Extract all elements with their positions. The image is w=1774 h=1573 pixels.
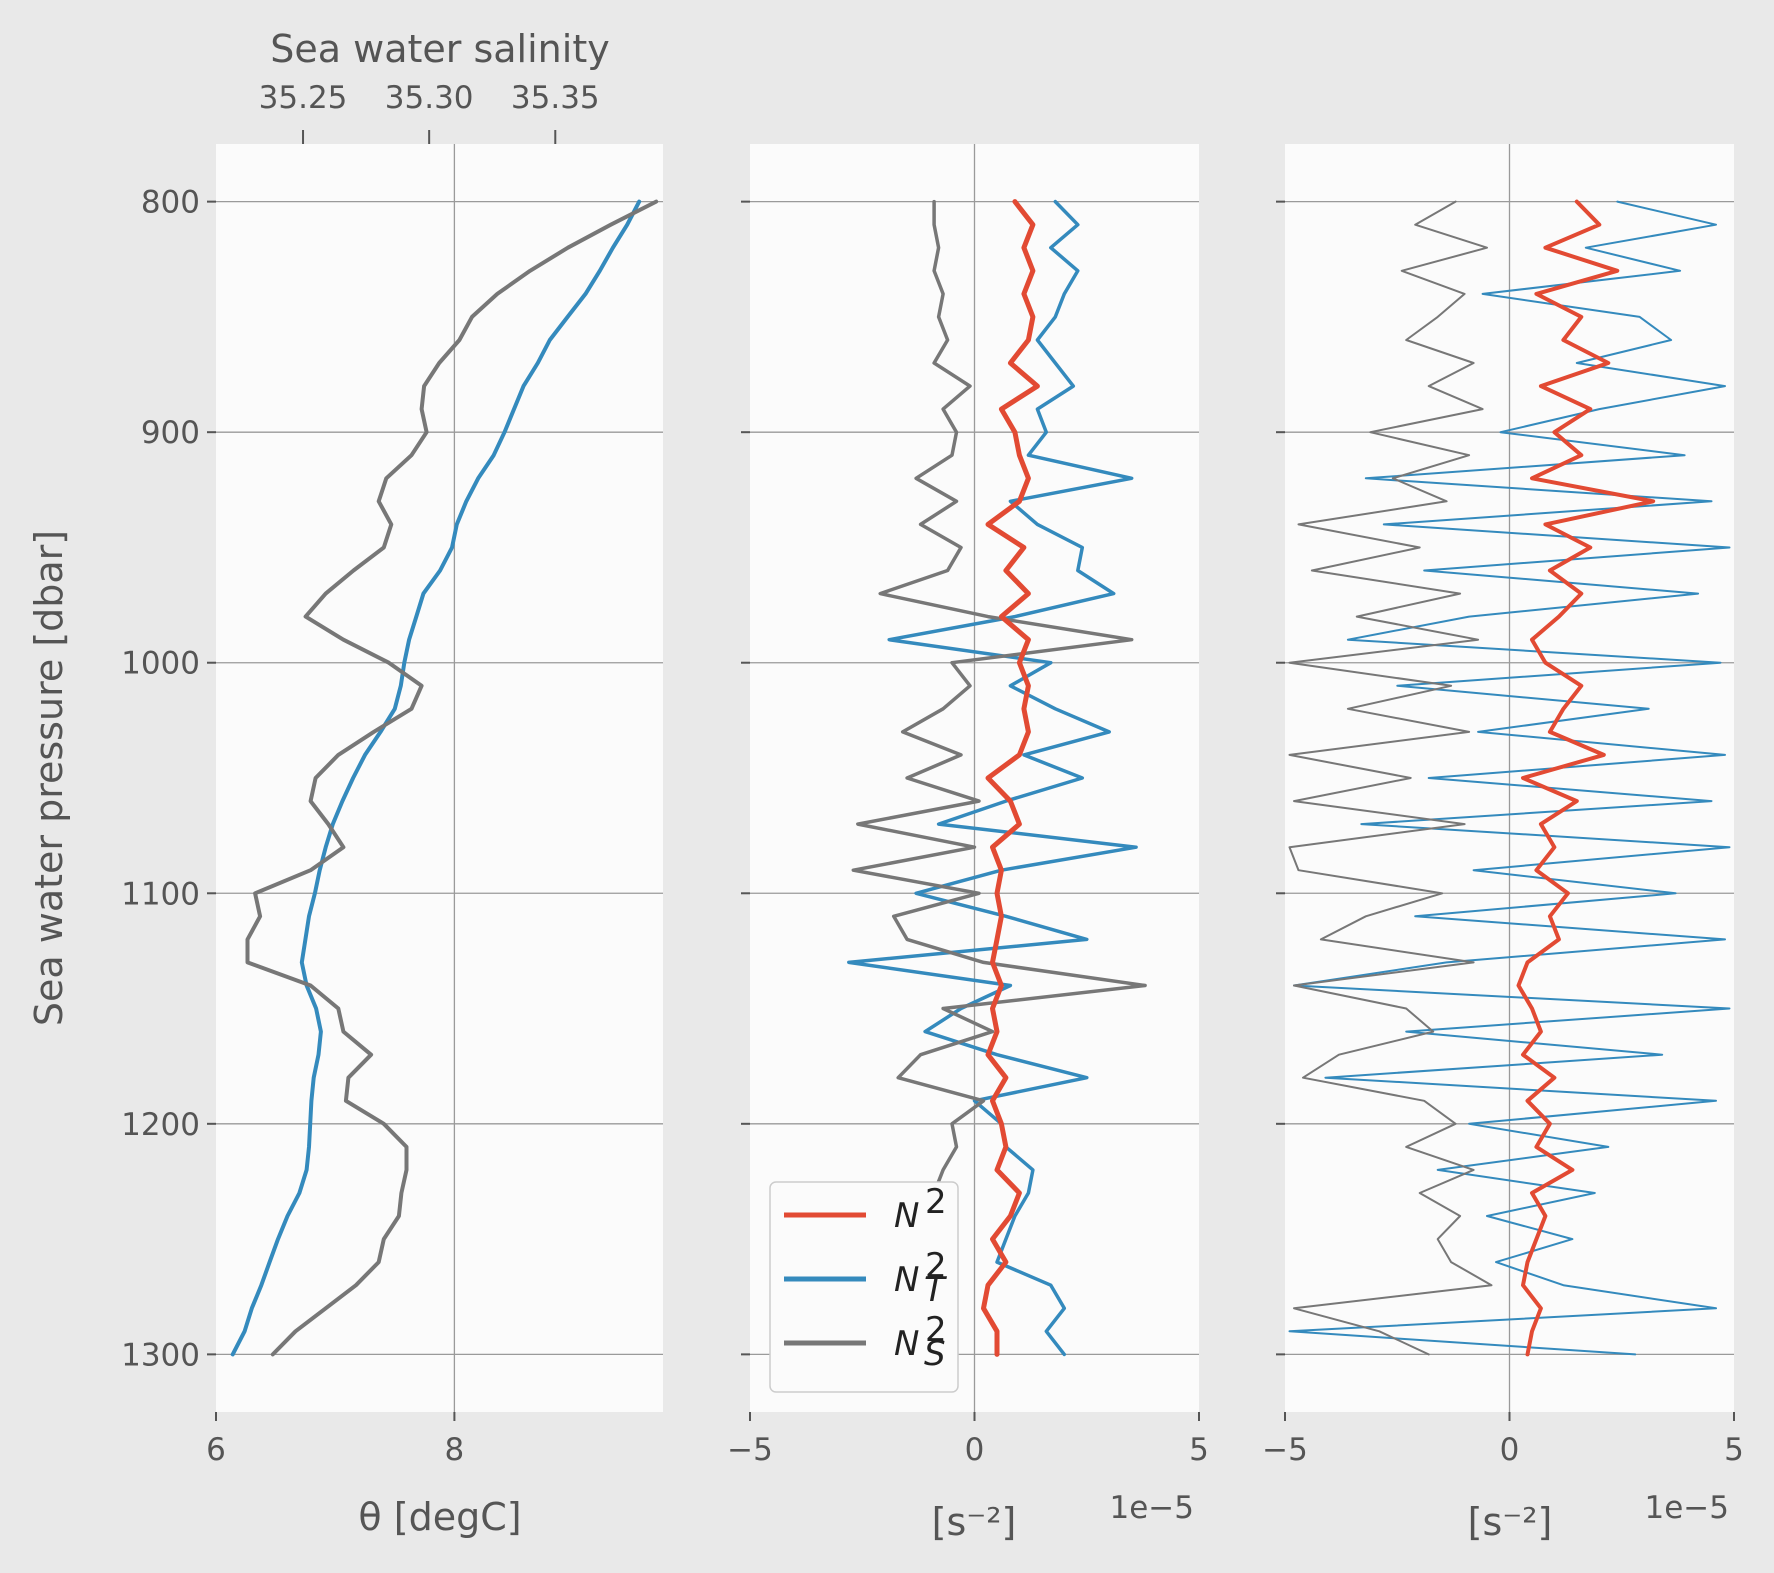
panel-2-ticks: −5 0 5 bbox=[727, 200, 1209, 1468]
x-tick-label: 8 bbox=[445, 1432, 465, 1468]
panel-3-grid bbox=[1285, 144, 1734, 1412]
y-tick-label: 800 bbox=[141, 185, 200, 221]
panel-2-lines bbox=[847, 199, 1147, 1357]
series-line-1 bbox=[1288, 200, 1731, 1356]
legend-label-superscript: 2 bbox=[925, 1246, 947, 1286]
salinity-profile-line bbox=[245, 199, 659, 1357]
legend-label-subscript: T bbox=[924, 1270, 947, 1310]
series-line-0 bbox=[1516, 199, 1656, 1357]
panel-2-grid bbox=[750, 144, 1199, 1412]
x-tick-label: 0 bbox=[1500, 1432, 1520, 1468]
panel-1-ticks: 800 900 1000 1100 1200 1300 6 8 35.25 35.30 35.35 bbox=[121, 80, 600, 1468]
panel-1-grid bbox=[216, 144, 663, 1412]
legend-label: N bbox=[894, 1260, 919, 1300]
secondary-x-tick-label: 35.25 bbox=[259, 80, 348, 116]
panel-1-x-label: θ [degC] bbox=[358, 1495, 521, 1539]
panel-3-x-scale-label: 1e−5 bbox=[1645, 1490, 1730, 1526]
panel-1-lines bbox=[230, 199, 659, 1357]
series-line-2 bbox=[1288, 200, 1493, 1356]
panel-3-x-label: [s⁻²] bbox=[1468, 1500, 1553, 1544]
series-line-2 bbox=[851, 199, 1147, 1357]
legend-label: N bbox=[894, 1196, 919, 1236]
y-tick-label: 900 bbox=[141, 415, 200, 451]
x-tick-label: 6 bbox=[206, 1432, 226, 1468]
legend-label-superscript: 2 bbox=[925, 1182, 947, 1222]
x-tick-label: 5 bbox=[1189, 1432, 1209, 1468]
legend-label-superscript: 2 bbox=[925, 1310, 947, 1350]
panel-2-x-label: [s⁻²] bbox=[932, 1500, 1017, 1544]
y-axis-label: Sea water pressure [dbar] bbox=[27, 530, 71, 1026]
panel-n2-raw: −5 0 5 [s⁻²] 1e−5 bbox=[1262, 144, 1744, 1544]
series-line-1 bbox=[847, 199, 1138, 1357]
panel-1-plot-area bbox=[216, 144, 663, 1412]
x-tick-label: 0 bbox=[965, 1432, 985, 1468]
panel-n2-smoothed: −5 0 5 [s⁻²] 1e−5 N 2N 2TN 2S bbox=[727, 144, 1209, 1544]
panel-3-lines bbox=[1288, 199, 1731, 1357]
x-tick-label: −5 bbox=[727, 1432, 773, 1468]
legend: N 2N 2TN 2S bbox=[769, 1181, 959, 1393]
panel-2-x-scale-label: 1e−5 bbox=[1110, 1490, 1195, 1526]
y-tick-label: 1300 bbox=[121, 1337, 200, 1373]
secondary-x-tick-label: 35.30 bbox=[385, 80, 474, 116]
y-tick-label: 1100 bbox=[121, 876, 200, 912]
legend-box bbox=[769, 1181, 959, 1393]
panel-3-ticks: −5 0 5 bbox=[1262, 200, 1744, 1468]
x-tick-label: −5 bbox=[1262, 1432, 1308, 1468]
secondary-x-tick-label: 35.35 bbox=[511, 80, 600, 116]
temperature-profile-line bbox=[230, 199, 642, 1357]
legend-label: N bbox=[894, 1324, 919, 1364]
y-tick-label: 1200 bbox=[121, 1107, 200, 1143]
y-tick-label: 1000 bbox=[121, 646, 200, 682]
secondary-x-axis-label: Sea water salinity bbox=[270, 27, 609, 71]
series-line-0 bbox=[981, 199, 1040, 1357]
legend-label-subscript: S bbox=[924, 1334, 946, 1374]
x-tick-label: 5 bbox=[1724, 1432, 1744, 1468]
